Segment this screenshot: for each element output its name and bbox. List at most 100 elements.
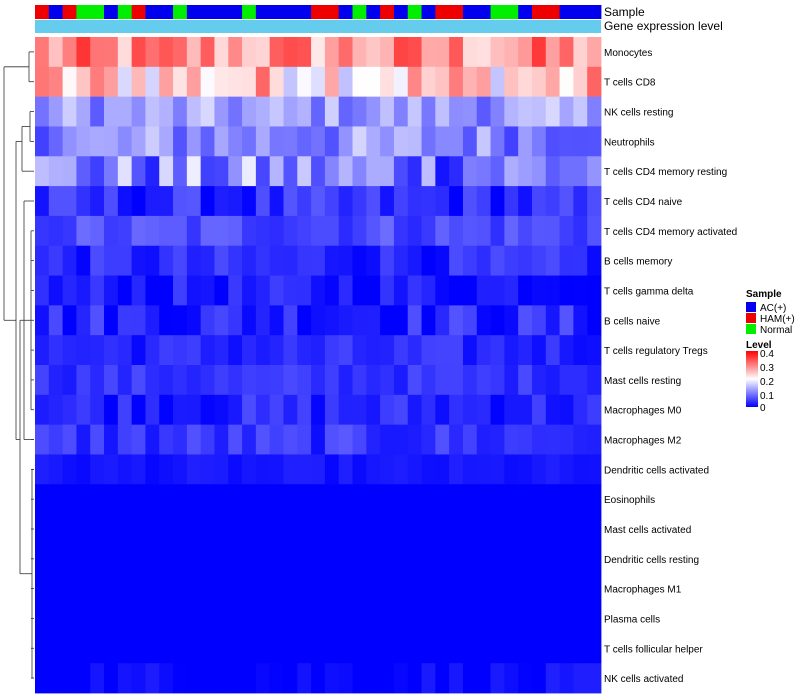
- cell-r1-c1: [48, 66, 64, 98]
- cell-r5-c12: [200, 186, 215, 217]
- cell-r12-c35: [518, 394, 533, 426]
- cell-r0-c12: [200, 37, 215, 68]
- cell-r2-c0: [35, 96, 50, 127]
- cell-r21-c2: [62, 663, 77, 694]
- cell-r9-c16: [255, 305, 271, 336]
- cell-r15-c8: [145, 484, 160, 515]
- cell-r19-c34: [504, 603, 519, 634]
- row-label-2: NK cells resting: [604, 108, 673, 119]
- cell-r14-c29: [435, 454, 450, 485]
- cell-r12-c36: [531, 394, 547, 426]
- cell-r21-c3: [76, 663, 91, 694]
- sample-cell-33: [490, 5, 505, 19]
- cell-r8-c24: [366, 275, 381, 306]
- cell-r0-c30: [449, 37, 464, 68]
- cell-r17-c36: [531, 543, 547, 575]
- cell-r1-c7: [131, 66, 146, 98]
- cell-r1-c3: [76, 66, 91, 98]
- cell-r4-c13: [214, 156, 229, 187]
- cell-r6-c26: [393, 215, 409, 247]
- cell-r15-c11: [186, 484, 202, 515]
- cell-r13-c21: [324, 424, 340, 455]
- cell-r21-c34: [504, 663, 519, 694]
- cell-r20-c22: [338, 633, 353, 664]
- cell-r7-c24: [366, 245, 381, 276]
- cell-r7-c38: [559, 245, 574, 276]
- cell-r21-c27: [407, 663, 422, 694]
- cell-r9-c20: [311, 305, 326, 336]
- legend-tick-0.2: 0.2: [760, 377, 774, 388]
- cell-r9-c22: [338, 305, 353, 336]
- cell-r4-c5: [104, 156, 119, 187]
- cell-r20-c19: [297, 633, 312, 664]
- cell-r2-c5: [104, 96, 119, 127]
- cell-r15-c12: [200, 484, 215, 515]
- cell-r21-c33: [490, 663, 505, 694]
- row-label-14: Dendritic cells activated: [604, 465, 709, 476]
- cell-r3-c20: [311, 126, 326, 157]
- legend-tick-0: 0: [760, 403, 766, 414]
- cell-r11-c4: [90, 365, 105, 396]
- legend-label-normal: Normal: [760, 325, 792, 336]
- cell-r12-c40: [587, 394, 602, 426]
- cell-r2-c12: [200, 96, 215, 127]
- cell-r0-c0: [35, 37, 50, 68]
- cell-r1-c12: [200, 66, 215, 98]
- cell-r0-c21: [324, 37, 340, 68]
- cell-r16-c36: [531, 514, 547, 545]
- cell-r10-c9: [159, 335, 174, 366]
- cell-r18-c33: [490, 573, 505, 604]
- cell-r20-c36: [531, 633, 547, 664]
- cell-r5-c36: [531, 186, 547, 217]
- cell-r8-c39: [573, 275, 588, 306]
- cell-r2-c29: [435, 96, 450, 127]
- cell-r0-c10: [173, 37, 188, 68]
- cell-r2-c4: [90, 96, 105, 127]
- cell-r5-c8: [145, 186, 160, 217]
- cell-r12-c16: [255, 394, 271, 426]
- cell-r3-c13: [214, 126, 229, 157]
- cell-r18-c40: [587, 573, 602, 604]
- cell-r13-c16: [255, 424, 271, 455]
- cell-r21-c18: [283, 663, 298, 694]
- cell-r18-c35: [518, 573, 533, 604]
- cell-r5-c1: [48, 186, 64, 217]
- cell-r10-c30: [449, 335, 464, 366]
- cell-r12-c21: [324, 394, 340, 426]
- cell-r20-c32: [476, 633, 491, 664]
- cell-r5-c17: [269, 186, 284, 217]
- cell-r18-c0: [35, 573, 50, 604]
- sample-cell-24: [366, 5, 381, 19]
- sample-annotation-track: [35, 5, 602, 19]
- cell-r21-c5: [104, 663, 119, 694]
- row-label-16: Mast cells activated: [604, 525, 691, 536]
- cell-r1-c2: [62, 66, 77, 98]
- cell-r12-c24: [366, 394, 381, 426]
- cell-r14-c14: [228, 454, 243, 485]
- cell-r12-c3: [76, 394, 91, 426]
- sample-cell-4: [90, 5, 105, 19]
- cell-r4-c23: [352, 156, 367, 187]
- row-label-3: Neutrophils: [604, 137, 655, 148]
- cell-r17-c19: [297, 543, 312, 575]
- cell-r3-c12: [200, 126, 215, 157]
- cell-r20-c35: [518, 633, 533, 664]
- cell-r19-c11: [186, 603, 202, 634]
- cell-r10-c3: [76, 335, 91, 366]
- cell-r8-c10: [173, 275, 188, 306]
- cell-r3-c10: [173, 126, 188, 157]
- cell-r8-c20: [311, 275, 326, 306]
- cell-r14-c17: [269, 454, 284, 485]
- cell-r14-c26: [393, 454, 409, 485]
- cell-r10-c0: [35, 335, 50, 366]
- cell-r5-c39: [573, 186, 588, 217]
- cell-r2-c8: [145, 96, 160, 127]
- cell-r18-c36: [531, 573, 547, 604]
- cell-r21-c4: [90, 663, 105, 694]
- cell-r17-c24: [366, 543, 381, 575]
- cell-r12-c12: [200, 394, 215, 426]
- cell-r0-c33: [490, 37, 505, 68]
- cell-r21-c38: [559, 663, 574, 694]
- cell-r1-c38: [559, 66, 574, 98]
- cell-r21-c21: [324, 663, 340, 694]
